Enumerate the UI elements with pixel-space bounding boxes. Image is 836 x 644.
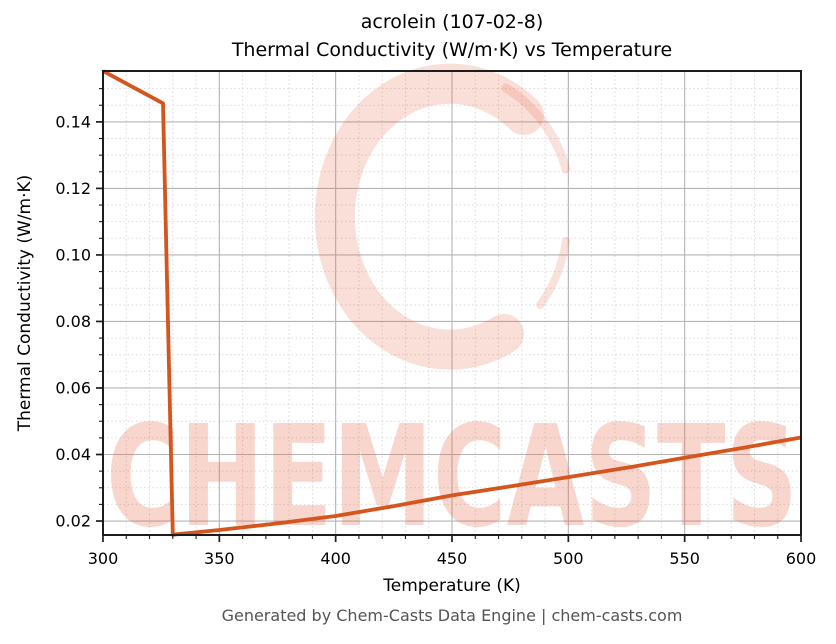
data-series bbox=[102, 69, 802, 537]
x-tick-label: 450 bbox=[437, 549, 468, 568]
x-tick-label: 300 bbox=[88, 549, 119, 568]
watermark-group: CHEMCASTS bbox=[106, 63, 798, 559]
x-tick-label: 600 bbox=[786, 549, 817, 568]
y-tick-label: 0.02 bbox=[55, 512, 91, 531]
y-axis-label: Thermal Conductivity (W/m·K) bbox=[15, 174, 35, 432]
y-tick-label: 0.04 bbox=[55, 445, 91, 464]
footer-attribution: Generated by Chem-Casts Data Engine | ch… bbox=[221, 606, 683, 625]
chemcasts-c-logo-watermark bbox=[314, 63, 544, 370]
chemcasts-text-watermark: CHEMCASTS bbox=[106, 396, 798, 559]
x-tick-label: 400 bbox=[320, 549, 351, 568]
x-tick-label: 350 bbox=[204, 549, 235, 568]
y-tick-label: 0.10 bbox=[55, 245, 91, 264]
y-tick-label: 0.14 bbox=[55, 112, 91, 131]
y-tick-label: 0.12 bbox=[55, 179, 91, 198]
chemcasts-c-logo-hook bbox=[536, 237, 570, 309]
x-tick-label: 550 bbox=[669, 549, 700, 568]
chart-title-line2: Thermal Conductivity (W/m·K) vs Temperat… bbox=[231, 39, 673, 61]
y-tick-label: 0.06 bbox=[55, 378, 91, 397]
series-line-thermal-conductivity bbox=[102, 69, 802, 537]
plot-canvas: CHEMCASTS 300 350 400 450 500 550 600 0.02 0.04 0… bbox=[55, 63, 816, 568]
chart-title: acrolein (107-02-8) Thermal Conductivity… bbox=[103, 8, 801, 64]
x-axis-label: Temperature (K) bbox=[383, 576, 521, 596]
major-gridlines bbox=[103, 71, 801, 535]
x-tick-label: 500 bbox=[553, 549, 584, 568]
chart-title-line1: acrolein (107-02-8) bbox=[360, 11, 544, 33]
chemcasts-c-logo-highlight bbox=[501, 83, 571, 174]
axes-ticks-and-spines: 300 350 400 450 500 550 600 0.02 0.04 0.06 0.08 0.1… bbox=[55, 70, 817, 568]
plot-border bbox=[102, 70, 802, 536]
y-tick-label: 0.08 bbox=[55, 312, 91, 331]
